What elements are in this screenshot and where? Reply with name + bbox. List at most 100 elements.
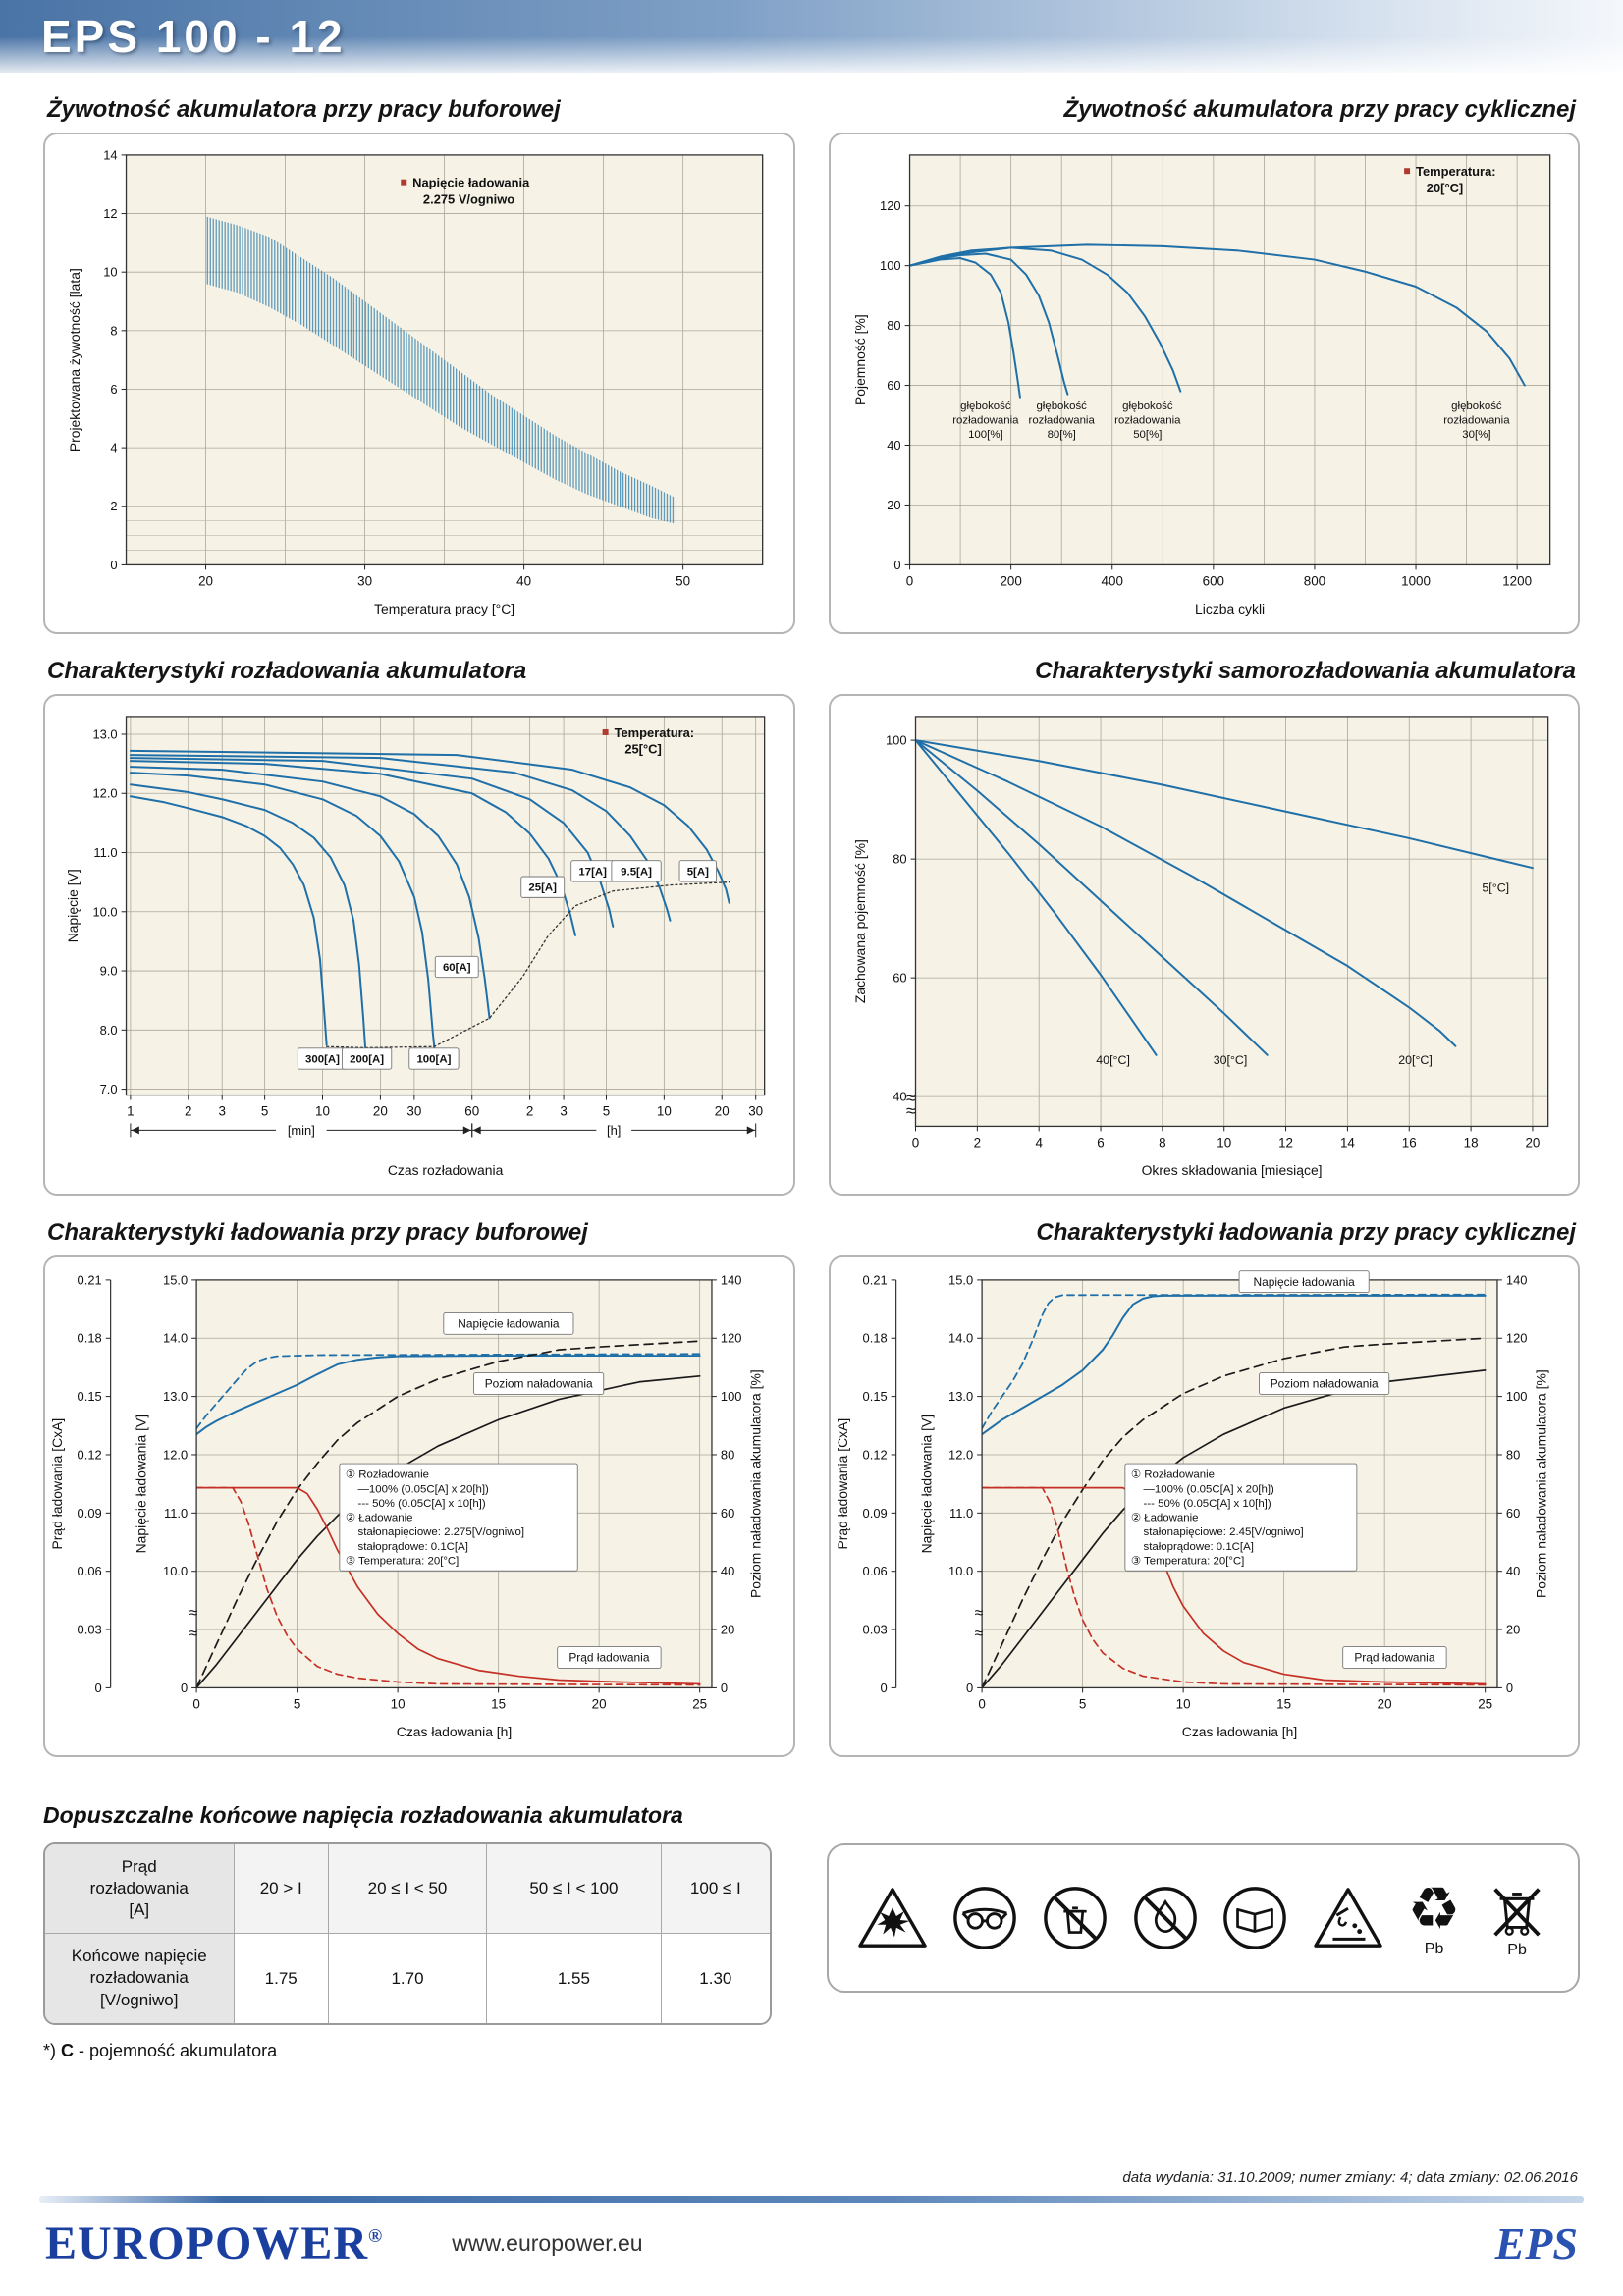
svg-text:≈: ≈ [905, 1101, 915, 1121]
svg-text:20: 20 [592, 1696, 607, 1711]
svg-text:5: 5 [261, 1104, 268, 1119]
explosion-hazard-icon [856, 1885, 929, 1951]
svg-text:10: 10 [391, 1696, 406, 1711]
svg-text:60: 60 [893, 971, 906, 986]
svg-text:16: 16 [1401, 1135, 1416, 1149]
chart-title: Żywotność akumulatora przy pracy buforow… [47, 96, 561, 123]
svg-text:≈: ≈ [974, 1626, 983, 1642]
svg-text:0: 0 [880, 1681, 887, 1695]
svg-text:1000: 1000 [1401, 573, 1431, 588]
svg-text:30: 30 [406, 1104, 421, 1119]
svg-text:Liczba cykli: Liczba cykli [1195, 601, 1265, 616]
svg-text:10.0: 10.0 [948, 1564, 973, 1578]
svg-text:14.0: 14.0 [948, 1331, 973, 1346]
page-header: EPS 100 - 12 [0, 0, 1623, 73]
svg-text:11.0: 11.0 [164, 1506, 188, 1521]
svg-text:120: 120 [1505, 1331, 1527, 1346]
svg-text:15: 15 [1276, 1696, 1291, 1711]
svg-text:9.0: 9.0 [100, 964, 118, 979]
svg-text:Napięcie ładowania [V]: Napięcie ładowania [V] [918, 1415, 934, 1553]
table-title: Dopuszczalne końcowe napięcia rozładowan… [43, 1802, 683, 1829]
svg-text:100[A]: 100[A] [416, 1053, 451, 1065]
svg-text:Czas rozładowania: Czas rozładowania [388, 1162, 504, 1178]
svg-text:800: 800 [1303, 573, 1325, 588]
svg-text:18: 18 [1463, 1135, 1478, 1149]
svg-text:20: 20 [198, 573, 213, 588]
svg-text:40: 40 [893, 1090, 906, 1104]
svg-text:0.03: 0.03 [78, 1623, 102, 1637]
svg-text:40: 40 [516, 573, 531, 588]
brand-logo: EUROPOWER® [45, 2216, 383, 2270]
svg-text:0: 0 [721, 1681, 728, 1695]
svg-text:60: 60 [721, 1506, 734, 1521]
charge-cyclic-chart: 0 5 10 15 20 25 Czas ładowania [h] 0 20 40 60 80 100… [834, 1262, 1576, 1750]
svg-text:20: 20 [1377, 1696, 1391, 1711]
table-cell: 100 ≤ I [660, 1844, 770, 1935]
svg-text:140: 140 [1505, 1272, 1527, 1287]
recycle-pb-icon: ♻ Pb [1408, 1879, 1461, 1958]
self-discharge-chart: 0 2 4 6 8 10 12 14 16 18 20 Okres składowania [mies… [834, 701, 1576, 1189]
svg-text:5[A]: 5[A] [687, 866, 709, 878]
svg-text:0.15: 0.15 [862, 1389, 887, 1404]
pb-label: Pb [1507, 1941, 1527, 1958]
svg-text:Okres składowania [miesiące]: Okres składowania [miesiące] [1141, 1162, 1322, 1178]
svg-text:6: 6 [1097, 1135, 1104, 1149]
svg-text:Czas ładowania [h]: Czas ładowania [h] [1181, 1724, 1297, 1739]
svg-text:10: 10 [315, 1104, 330, 1119]
no-fire-icon [1132, 1885, 1199, 1951]
svg-text:200: 200 [1000, 573, 1021, 588]
svg-text:≈: ≈ [189, 1605, 198, 1622]
svg-text:Poziom naładowania: Poziom naładowania [1270, 1377, 1378, 1391]
footnote: *) C - pojemność akumulatora [43, 2041, 782, 2061]
svg-text:0: 0 [110, 558, 117, 572]
svg-text:120: 120 [721, 1331, 742, 1346]
chart-title: Charakterystyki ładowania przy pracy buf… [47, 1219, 588, 1247]
svg-text:40: 40 [1505, 1564, 1519, 1578]
eye-protection-icon [951, 1885, 1018, 1951]
svg-text:0: 0 [911, 1135, 918, 1149]
svg-text:0.06: 0.06 [862, 1564, 887, 1578]
svg-text:12.0: 12.0 [92, 786, 117, 801]
svg-text:2: 2 [526, 1104, 533, 1119]
footer-rule [39, 2196, 1584, 2203]
svg-text:Pojemność [%]: Pojemność [%] [851, 314, 867, 405]
svg-text:20: 20 [721, 1623, 734, 1637]
svg-text:3: 3 [218, 1104, 225, 1119]
cyclic-life-chart: 0 200 400 600 800 1000 1200 Liczba cykli 0 20 40 60… [834, 139, 1576, 627]
corrosive-icon [1312, 1885, 1384, 1951]
svg-text:1: 1 [127, 1104, 134, 1119]
svg-text:0: 0 [965, 1681, 972, 1695]
svg-text:30: 30 [357, 573, 372, 588]
svg-text:0: 0 [94, 1681, 101, 1695]
svg-text:≈: ≈ [905, 1088, 915, 1107]
svg-text:60: 60 [887, 378, 900, 393]
svg-text:13.0: 13.0 [948, 1389, 973, 1404]
svg-text:20[°C]: 20[°C] [1398, 1053, 1433, 1067]
no-disposal-icon [1042, 1885, 1109, 1951]
svg-text:11.0: 11.0 [948, 1506, 972, 1521]
svg-text:0.21: 0.21 [862, 1272, 887, 1287]
svg-text:12: 12 [1278, 1135, 1293, 1149]
table-cell: 1.70 [327, 1933, 488, 2023]
svg-text:Czas ładowania [h]: Czas ładowania [h] [397, 1724, 513, 1739]
table-row: Końcowe napięcie rozładowania [V/ogniwo]… [45, 1933, 770, 2023]
svg-text:0: 0 [893, 558, 900, 572]
svg-text:100: 100 [880, 258, 901, 273]
svg-text:4: 4 [1035, 1135, 1043, 1149]
discharge-chart: 1 2 3 5 10 20 30 60 2 3 5 10 20 30 Czas rozładowania 7.… [48, 701, 790, 1189]
svg-text:20: 20 [1505, 1623, 1519, 1637]
svg-text:12.0: 12.0 [163, 1448, 188, 1463]
svg-text:0.03: 0.03 [862, 1623, 887, 1637]
svg-text:6: 6 [110, 382, 117, 397]
svg-text:Poziom naładowania akumulatora: Poziom naładowania akumulatora [%] [748, 1369, 764, 1598]
svg-text:13.0: 13.0 [92, 726, 117, 741]
chart-box: 20 30 40 50 Temperatura pracy [°C] 0 2 4 6 8 10 12 1… [43, 133, 795, 635]
svg-text:0.06: 0.06 [78, 1564, 102, 1578]
svg-text:10: 10 [1217, 1135, 1231, 1149]
svg-text:Zachowana pojemność [%]: Zachowana pojemność [%] [851, 839, 867, 1003]
svg-text:≈: ≈ [974, 1605, 983, 1622]
svg-text:Napięcie ładowania [V]: Napięcie ładowania [V] [133, 1415, 148, 1553]
chart-cell-charge-cyclic: Charakterystyki ładowania przy pracy cyk… [828, 1215, 1580, 1758]
chart-cell-charge-buffer: Charakterystyki ładowania przy pracy buf… [43, 1215, 795, 1758]
